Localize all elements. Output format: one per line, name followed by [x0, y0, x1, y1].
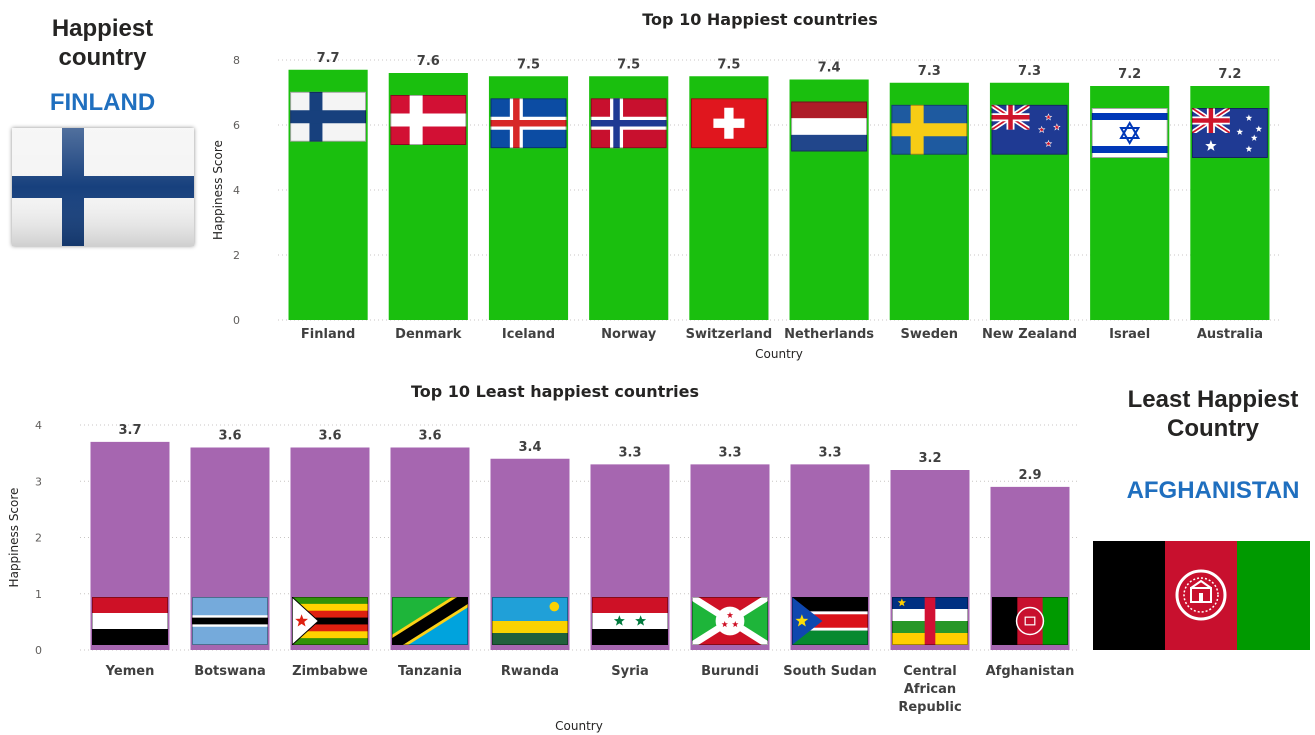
afghanistan-flag-icon [992, 597, 1068, 645]
x-tick-label: Botswana [194, 664, 266, 679]
y-tick-label: 2 [35, 532, 42, 545]
rwanda-flag-icon [492, 597, 568, 645]
x-tick-label: Norway [601, 327, 657, 342]
x-tick-label: New Zealand [982, 327, 1077, 342]
x-tick-label: South Sudan [783, 664, 877, 679]
data-label: 7.2 [1118, 67, 1141, 82]
zimbabwe-flag-icon [292, 597, 368, 645]
data-label: 7.3 [918, 64, 941, 79]
top-chart-title: Top 10 Happiest countries [642, 10, 878, 29]
x-tick-label: Denmark [395, 327, 462, 342]
least-happiest-bar-chart: 0 1 2 3 4 Happiness Score Country 3.7 Yemen 3.6 Bo… [7, 419, 1080, 733]
finland-flag-icon [290, 91, 367, 142]
sweden-flag-icon [891, 104, 968, 155]
central-african-republic-flag-icon [892, 597, 968, 645]
netherlands-flag-icon [791, 101, 868, 152]
least-happiest-country-value: AFGHANISTAN [1126, 477, 1300, 504]
y-tick-label: 1 [35, 588, 42, 601]
x-tick-label: Switzerland [686, 327, 773, 342]
data-label: 7.5 [617, 57, 640, 72]
x-tick-label: Israel [1109, 327, 1150, 342]
data-label: 3.2 [918, 451, 941, 466]
data-label: 3.3 [818, 445, 841, 460]
new-zealand-flag-icon [991, 104, 1068, 155]
denmark-flag-icon [390, 95, 467, 145]
data-label: 3.3 [718, 445, 741, 460]
x-tick-label: Republic [898, 700, 961, 715]
data-label: 3.6 [218, 429, 241, 444]
data-label: 3.7 [118, 423, 141, 438]
data-label: 7.5 [517, 57, 540, 72]
switzerland-flag-icon [690, 98, 767, 149]
yemen-flag-icon [92, 597, 168, 645]
y-tick-label: 8 [233, 54, 240, 67]
data-label: 3.3 [618, 445, 641, 460]
happiest-country-card-title: Happiest country [51, 15, 154, 71]
south-sudan-flag-icon [792, 597, 868, 645]
x-tick-label: Netherlands [784, 327, 874, 342]
y-tick-label: 0 [35, 644, 42, 657]
afghanistan-flag-icon [1093, 541, 1310, 650]
data-label: 3.6 [318, 429, 341, 444]
finland-flag-graphic [12, 128, 194, 246]
norway-flag-icon [590, 98, 667, 149]
iceland-flag-icon [490, 98, 567, 149]
data-label: 7.2 [1218, 67, 1241, 82]
data-label: 3.6 [418, 429, 441, 444]
australia-flag-icon [1191, 108, 1268, 158]
x-tick-label: Finland [301, 327, 355, 342]
x-tick-label: Central [903, 664, 956, 679]
x-tick-label: Rwanda [501, 664, 559, 679]
finland-flag-icon [12, 128, 194, 246]
data-label: 3.4 [518, 440, 541, 455]
afghanistan-flag-graphic [1093, 541, 1310, 650]
least-happiest-card-title: Least Happiest Country [1127, 386, 1299, 442]
x-axis-label: Country [555, 719, 603, 733]
x-tick-label: African [904, 682, 956, 697]
y-axis-label: Happiness Score [7, 488, 21, 588]
data-label: 7.7 [317, 51, 340, 66]
y-tick-label: 0 [233, 314, 240, 327]
happiest-country-value: FINLAND [49, 89, 156, 116]
y-tick-label: 4 [35, 419, 42, 432]
x-axis-label: Country [755, 347, 803, 361]
y-tick-label: 2 [233, 249, 240, 262]
y-tick-label: 3 [35, 475, 42, 488]
top-happiest-bar-chart: 0 2 4 6 8 Happiness Score Country 7.7 Finland 7.6… [211, 51, 1280, 361]
x-tick-label: Afghanistan [986, 664, 1075, 679]
burundi-flag-icon [692, 597, 768, 645]
x-tick-label: Yemen [105, 664, 155, 679]
y-tick-label: 6 [233, 119, 240, 132]
data-label: 2.9 [1018, 468, 1041, 483]
x-tick-label: Syria [611, 664, 648, 679]
bottom-chart-title: Top 10 Least happiest countries [410, 382, 700, 401]
x-tick-label: Australia [1197, 327, 1263, 342]
x-tick-label: Burundi [701, 664, 759, 679]
data-label: 7.5 [717, 57, 740, 72]
x-tick-label: Iceland [502, 327, 555, 342]
tanzania-flag-icon [392, 597, 468, 645]
x-tick-label: Tanzania [398, 664, 462, 679]
y-tick-label: 4 [233, 184, 240, 197]
data-label: 7.6 [417, 54, 440, 69]
botswana-flag-icon [192, 597, 268, 645]
syria-flag-icon [592, 597, 668, 645]
x-tick-label: Zimbabwe [292, 664, 368, 679]
y-axis-label: Happiness Score [211, 140, 225, 240]
x-tick-label: Sweden [901, 327, 959, 342]
israel-flag-icon [1091, 108, 1168, 158]
data-label: 7.4 [818, 61, 841, 76]
data-label: 7.3 [1018, 64, 1041, 79]
